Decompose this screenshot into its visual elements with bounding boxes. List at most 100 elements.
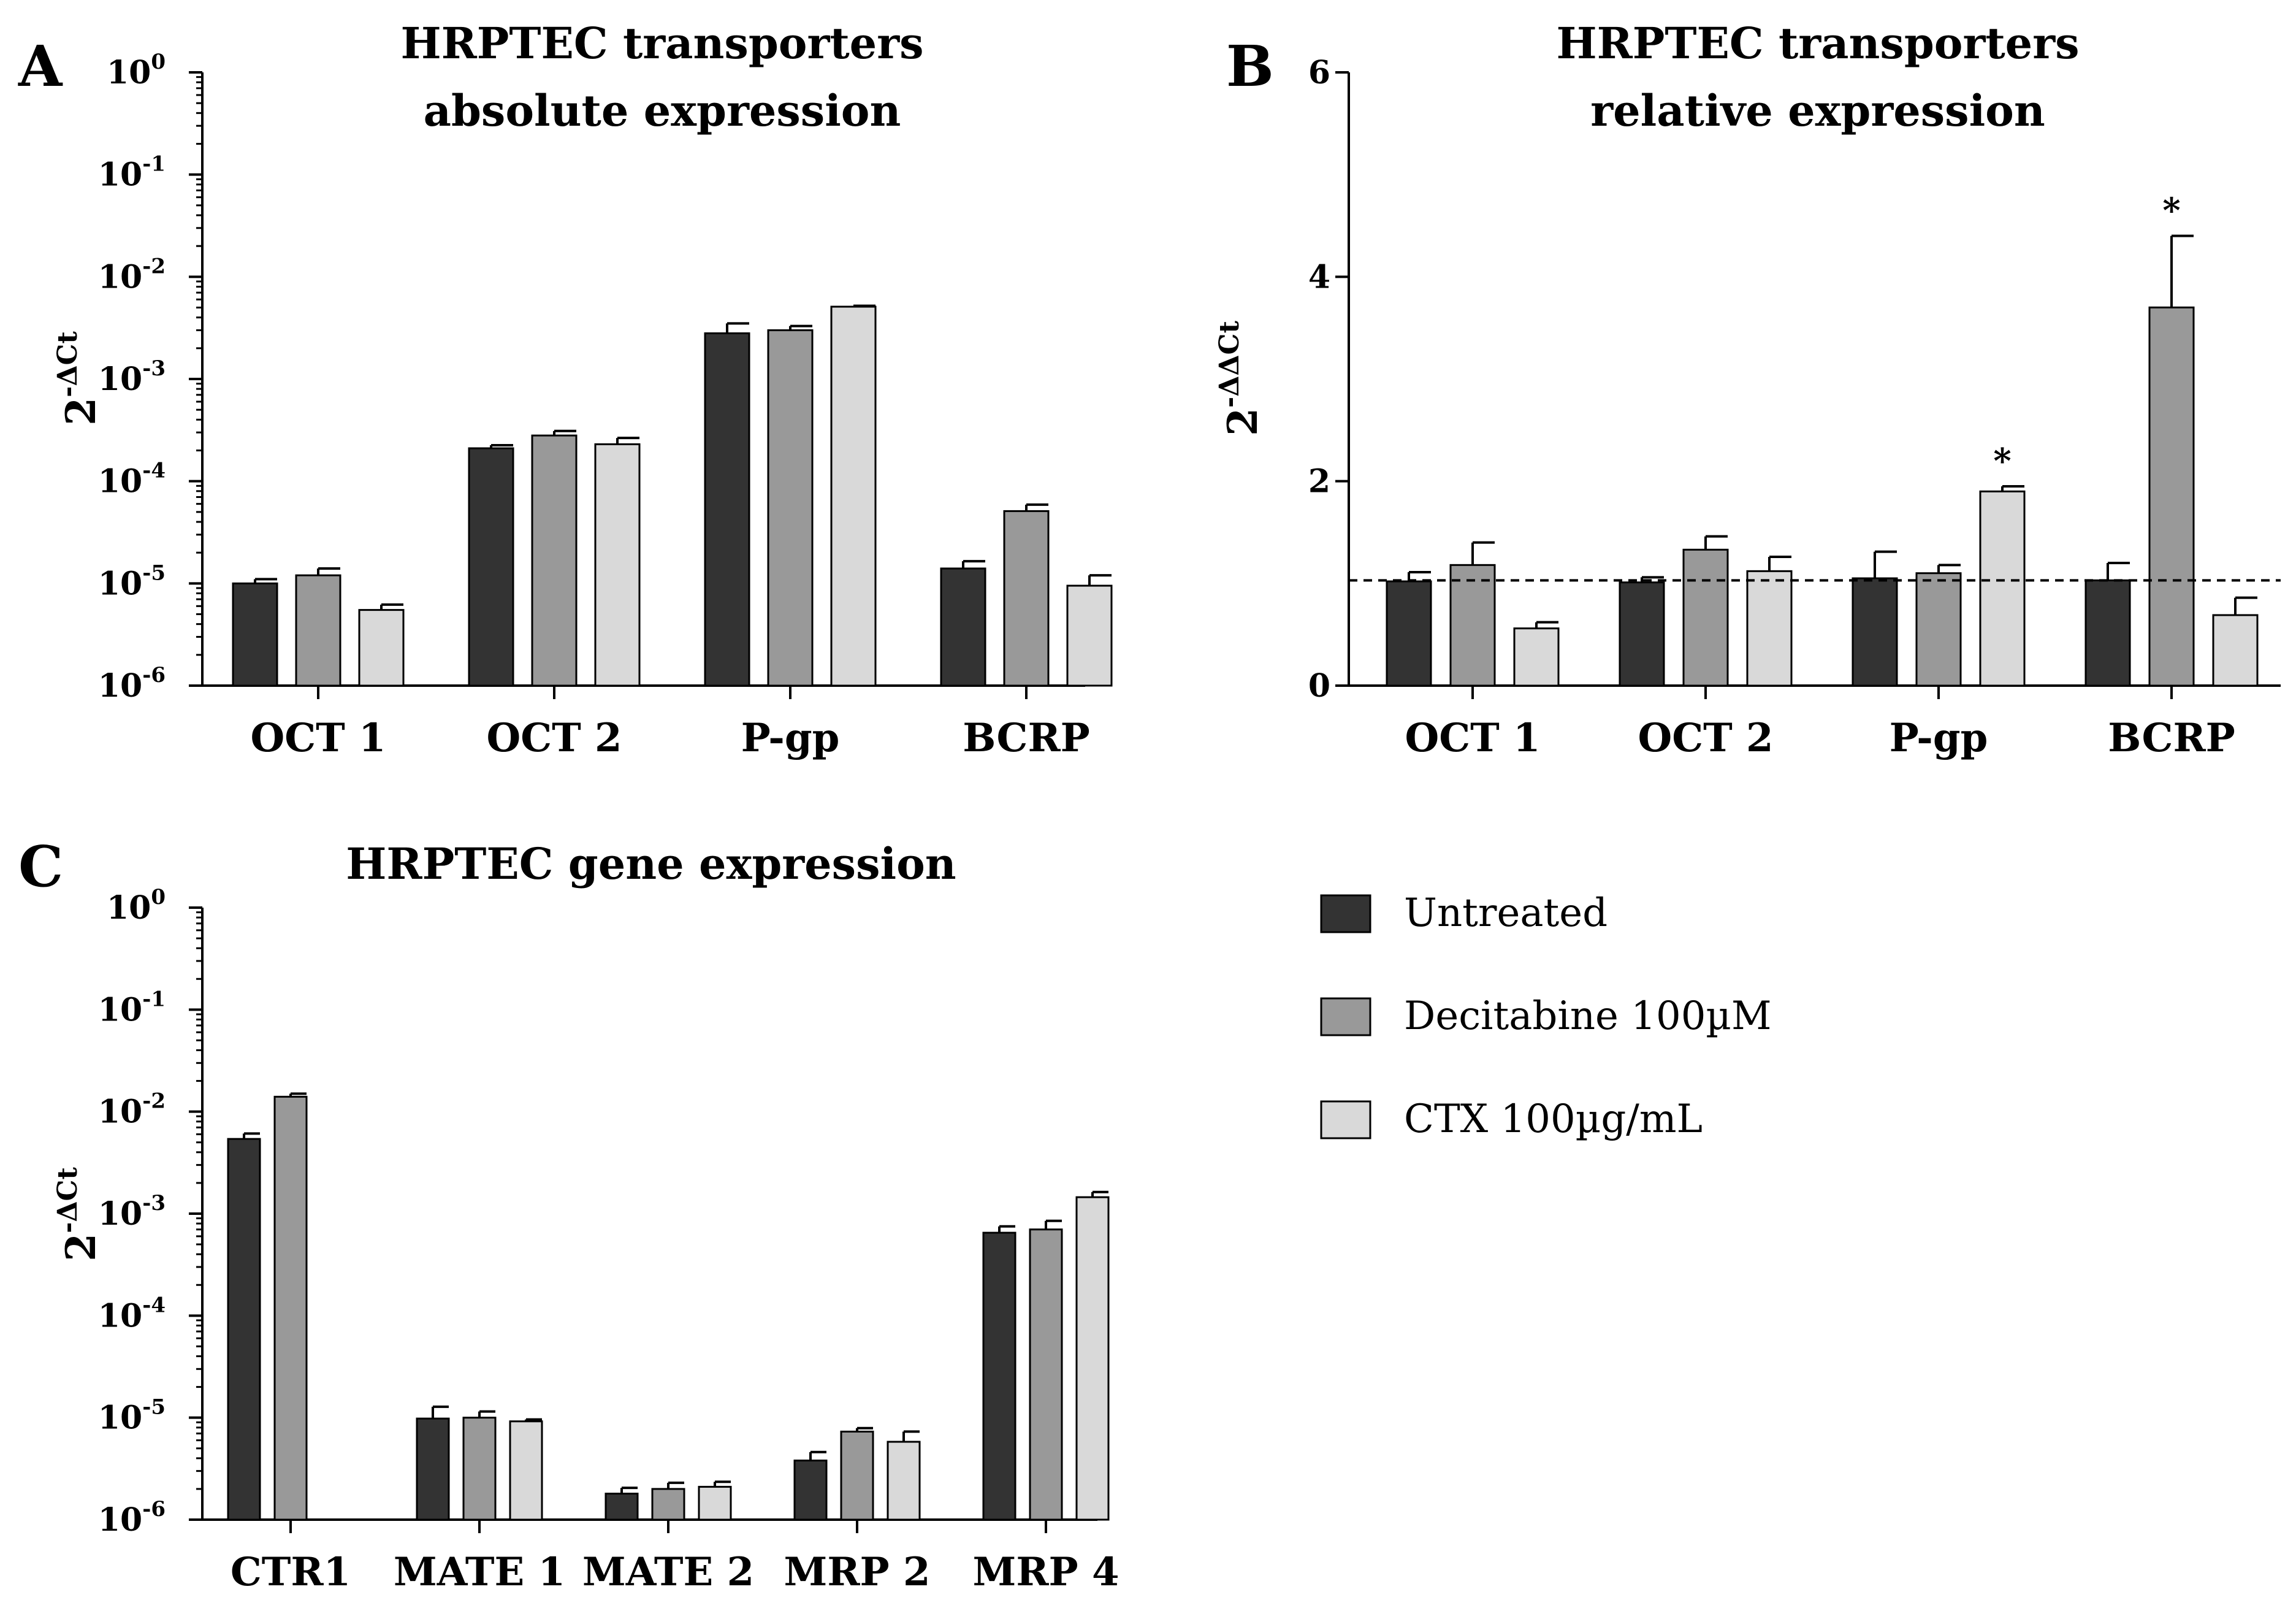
panel-c-bar-mrp-4-decitabine-100-m: [1029, 1228, 1063, 1521]
panel-a-y-tick-base: 10: [98, 565, 142, 602]
panel-a-bar-oct-2-decitabine-100-m: [531, 434, 578, 687]
panel-c-bar-mrp-2-decitabine-100-m: [840, 1430, 874, 1521]
panel-a-category-label-oct-1: OCT 1: [250, 715, 386, 761]
panel-b-significance-star: *: [1993, 441, 2011, 481]
panel-c-y-tick-base: 10: [98, 1399, 142, 1437]
panel-c-y-axis-label-exponent: -ΔCt: [52, 1166, 83, 1233]
panel-a-y-tick-label: 100: [107, 50, 166, 91]
panel-a-bar-p-gp-ctx-100-g-ml: [830, 305, 877, 687]
panel-b-bar-oct-1-untreated: [1386, 580, 1432, 687]
legend-swatch-untreated: [1320, 894, 1371, 933]
panel-c-category-label-mate-2: MATE 2: [582, 1549, 754, 1595]
panel-a-y-tick-base: 10: [98, 667, 142, 705]
panel-b-category-label-p-gp: P-gp: [1890, 715, 1988, 761]
panel-a-bar-bcrp-ctx-100-g-ml: [1066, 584, 1113, 687]
panel-b-y-tick-label: 2: [1308, 463, 1330, 500]
panel-a-y-tick-base: 10: [98, 156, 142, 194]
panel-c-title-line-1: HRPTEC gene expression: [346, 838, 956, 889]
panel-c-bar-mate-2-ctx-100-g-ml: [698, 1485, 732, 1521]
panel-a-bar-bcrp-decitabine-100-m: [1003, 510, 1050, 687]
panel-a-category-label-bcrp: BCRP: [963, 715, 1090, 761]
panel-b-bar-p-gp-untreated: [1852, 577, 1898, 687]
panel-c-bar-mate-2-untreated: [605, 1493, 639, 1521]
panel-a-title-line-2: absolute expression: [424, 85, 901, 136]
panel-b-category-label-bcrp: BCRP: [2108, 715, 2235, 761]
panel-c-y-tick-base: 10: [98, 1297, 142, 1334]
legend-swatch-decitabine-100-m: [1320, 997, 1371, 1036]
panel-c-bar-mate-2-decitabine-100-m: [651, 1488, 685, 1521]
panel-c-category-label-ctr1: CTR1: [231, 1549, 351, 1595]
panel-b-title-line-2: relative expression: [1590, 85, 2045, 136]
panel-c-y-tick-label: 10-3: [98, 1191, 166, 1233]
panel-a-y-tick-exponent: -4: [142, 459, 166, 483]
panel-c-bar-mrp-2-untreated: [793, 1460, 828, 1521]
panel-a-y-tick-exponent: -3: [142, 356, 166, 381]
panel-a-y-tick-label: 10-5: [98, 561, 166, 602]
panel-c-y-tick-exponent: -1: [142, 987, 166, 1011]
panel-c-y-tick-label: 100: [107, 885, 166, 927]
panel-a-y-tick-exponent: -5: [142, 561, 166, 585]
panel-a-y-tick-exponent: -1: [142, 152, 166, 177]
panel-b-bar-oct-2-decitabine-100-m: [1682, 548, 1729, 687]
panel-b-bar-bcrp-untreated: [2084, 579, 2131, 687]
panel-b-y-axis-label-base: 2: [1219, 408, 1267, 436]
panel-b-bar-oct-1-ctx-100-g-ml: [1513, 627, 1560, 687]
panel-a-category-label-oct-2: OCT 2: [486, 715, 622, 761]
panel-c-y-tick-exponent: -5: [142, 1395, 166, 1420]
panel-c-y-tick-base: 10: [107, 889, 151, 927]
panel-a-y-tick-label: 10-4: [98, 459, 166, 500]
panel-c-y-tick-exponent: 0: [151, 885, 166, 909]
panel-b-bar-p-gp-decitabine-100-m: [1915, 572, 1962, 687]
panel-a-letter: A: [18, 33, 63, 99]
panel-a-y-tick-exponent: 0: [151, 50, 166, 74]
panel-c-bar-mrp-2-ctx-100-g-ml: [887, 1441, 921, 1521]
panel-c-bar-mrp-4-ctx-100-g-ml: [1075, 1196, 1110, 1521]
panel-c-letter: C: [18, 833, 63, 900]
panel-b-bar-bcrp-ctx-100-g-ml: [2212, 614, 2259, 687]
legend: Untreated Decitabine 100µM CTX 100µg/mL: [1320, 890, 1772, 1142]
panel-c-y-tick-base: 10: [98, 991, 142, 1028]
panel-a-bar-p-gp-decitabine-100-m: [767, 329, 814, 687]
panel-b-category-label-oct-1: OCT 1: [1405, 715, 1540, 761]
panel-b-y-tick-label: 6: [1308, 54, 1330, 91]
panel-b-title-line-1: HRPTEC transporters: [1556, 18, 2079, 69]
panel-a-category-label-p-gp: P-gp: [741, 715, 840, 761]
panel-b-y-tick-label: 4: [1308, 258, 1330, 296]
panel-a-y-tick-label: 10-2: [98, 254, 166, 296]
panel-a-bar-p-gp-untreated: [704, 332, 750, 687]
panel-a-y-axis-label: 2-ΔCt: [52, 331, 105, 425]
panel-c: C HRPTEC gene expression2-ΔCt10010-110-21…: [18, 833, 1119, 1595]
panel-a-bar-oct-1-decitabine-100-m: [295, 574, 341, 687]
panel-a-y-tick-base: 10: [107, 54, 151, 91]
panel-a-bar-oct-1-ctx-100-g-ml: [358, 609, 405, 687]
panel-c-y-axis-label-base: 2: [57, 1233, 105, 1261]
panel-b-significance-star: *: [2162, 191, 2180, 231]
panel-b-bar-p-gp-ctx-100-g-ml: [1979, 490, 2026, 687]
panel-c-y-tick-label: 10-4: [98, 1293, 166, 1334]
panel-b-bar-bcrp-decitabine-100-m: [2148, 306, 2195, 687]
panel-a-bar-oct-1-untreated: [232, 582, 278, 687]
panel-c-y-tick-base: 10: [98, 1501, 142, 1539]
panel-c-y-tick-label: 10-1: [98, 987, 166, 1028]
panel-a-y-tick-base: 10: [98, 258, 142, 296]
panel-a-y-tick-exponent: -6: [142, 663, 166, 687]
panel-a: A HRPTEC transporters absolute expression 2…: [18, 18, 1113, 761]
panel-c-y-tick-base: 10: [98, 1195, 142, 1233]
panel-c-bar-mrp-4-untreated: [982, 1231, 1016, 1521]
panel-b-y-tick-label: 0: [1308, 667, 1330, 705]
panel-a-title-line-1: HRPTEC transporters: [400, 18, 923, 69]
panel-c-category-label-mrp-4: MRP 4: [973, 1549, 1119, 1595]
panel-c-bar-mate-1-untreated: [416, 1417, 450, 1521]
panel-c-y-tick-label: 10-6: [98, 1497, 166, 1539]
panel-c-y-tick-exponent: -3: [142, 1191, 166, 1215]
panel-c-y-tick-label: 10-5: [98, 1395, 166, 1437]
legend-label-decitabine-100-m: Decitabine 100µM: [1404, 993, 1772, 1039]
panel-a-y-tick-base: 10: [98, 463, 142, 500]
panel-c-y-tick-base: 10: [98, 1093, 142, 1131]
panel-c-bar-mate-1-decitabine-100-m: [462, 1417, 497, 1521]
panel-c-y-tick-exponent: -6: [142, 1497, 166, 1522]
panel-c-category-label-mrp-2: MRP 2: [784, 1549, 931, 1595]
panel-b: B HRPTEC transporters relative expression 2…: [1214, 18, 2281, 761]
panel-c-y-axis-label: 2-ΔCt: [52, 1166, 105, 1261]
panel-b-y-axis-label: 2-ΔΔCt: [1214, 320, 1267, 435]
